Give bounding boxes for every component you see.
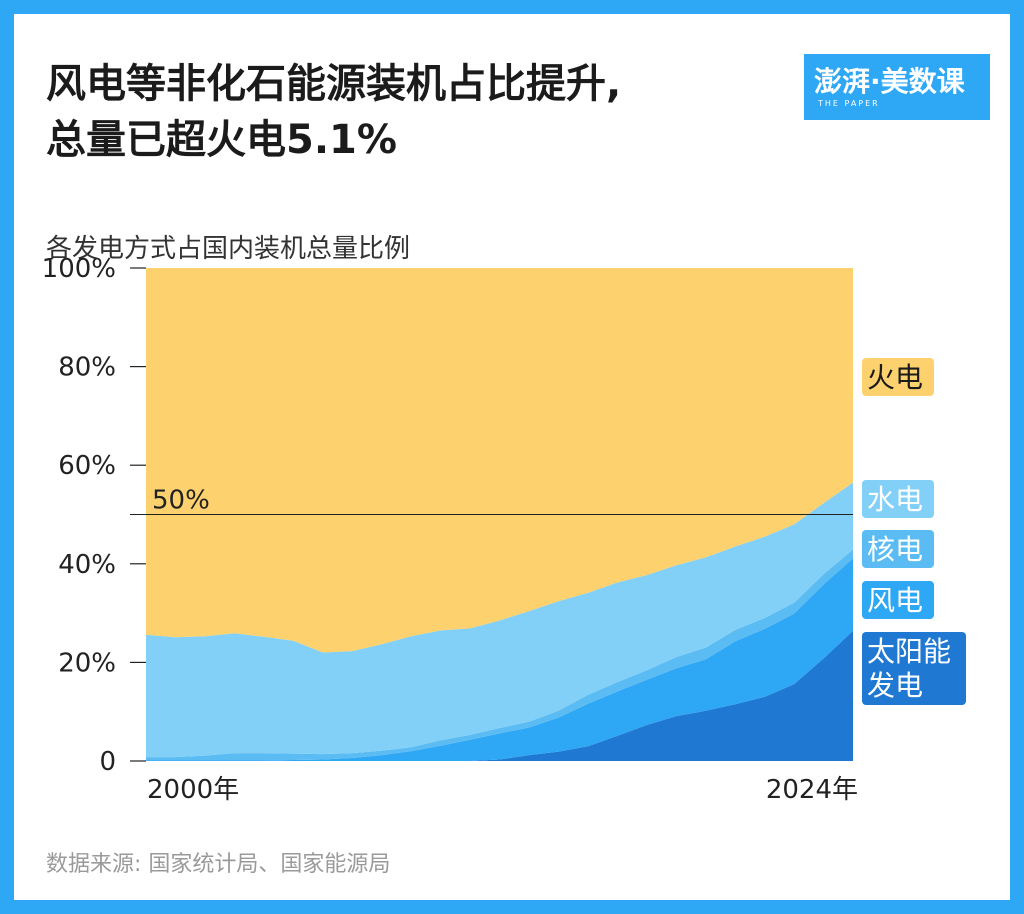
legend-swatch [862,581,934,619]
legend-swatch [862,632,966,705]
title-line-2: 总量已超火电5.1% [46,117,397,163]
page-title: 风电等非化石能源装机占比提升, 总量已超火电5.1% [46,56,621,168]
x-tick-label-end: 2024年 [766,775,858,805]
x-axis: 2000年 2024年 [147,775,858,805]
legend-label: 风电 [867,584,923,617]
brand-logo-text: 澎湃·美数课 [814,65,965,98]
legend-swatch [862,480,934,518]
legend-label: 火电 [867,361,923,394]
y-tick-label: 20% [58,648,116,678]
area-series-2 [146,549,853,761]
y-tick-label: 80% [58,353,116,383]
brand-logo: 澎湃·美数课 THE PAPER [804,54,990,120]
reference-line-label: 50% [152,486,210,516]
y-tick-label: 60% [58,451,116,481]
chart-subtitle: 各发电方式占国内装机总量比例 [46,234,411,264]
brand-logo-subtext: THE PAPER [818,99,880,108]
series-areas [146,268,853,761]
legend-label: 发电 [867,669,923,702]
legend-swatch [862,530,934,568]
y-tick-label: 40% [58,550,116,580]
area-series-1 [146,558,853,761]
data-source: 数据来源: 国家统计局、国家能源局 [46,852,391,877]
legend-label: 核电 [867,533,923,566]
reference-line: 50% [130,486,853,516]
x-tick-label-start: 2000年 [147,775,239,805]
y-tick-label: 100% [42,254,116,284]
area-series-4 [146,268,853,653]
y-tick-label: 0 [99,747,116,777]
title-line-1: 风电等非化石能源装机占比提升, [46,61,622,107]
area-series-0 [146,630,853,761]
legend-swatch [862,358,934,396]
legend-label: 水电 [867,483,923,516]
area-series-3 [146,482,853,758]
y-axis: 0 20% 40% 60% 80% 100% [42,254,146,777]
legend-label: 太阳能 [867,635,951,668]
